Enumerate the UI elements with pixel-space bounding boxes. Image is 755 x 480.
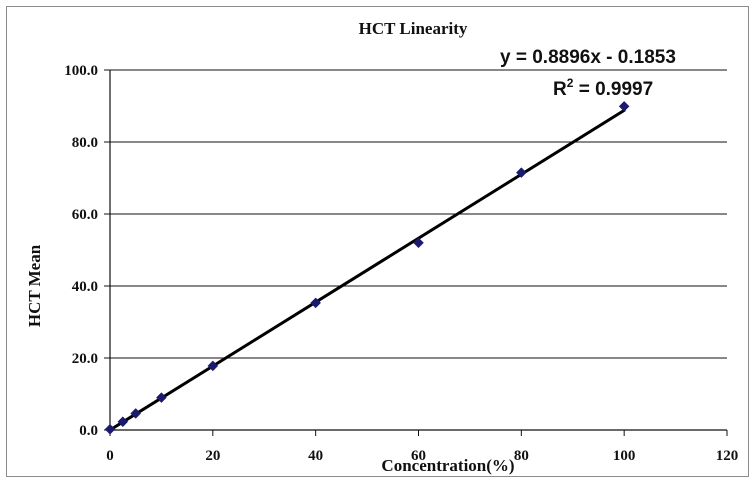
x-tick-label-1: 20	[205, 448, 220, 464]
axes	[104, 69, 728, 436]
data-point-2	[130, 408, 142, 419]
grid-lines	[110, 69, 727, 359]
data-point-3	[156, 392, 167, 403]
y-tick-label-4: 80.0	[72, 135, 98, 151]
data-point-1	[117, 416, 129, 428]
x-tick-label-5: 100	[613, 448, 636, 464]
x-tick-label-6: 120	[716, 448, 739, 464]
trendline	[108, 108, 626, 432]
x-tick-label-0: 0	[106, 448, 114, 464]
r-squared-symbol: R	[553, 79, 567, 100]
y-tick-label-5: 100.0	[64, 63, 98, 79]
data-point-6	[413, 237, 424, 249]
data-point-8	[618, 101, 630, 112]
trendline-layer	[108, 108, 626, 432]
r-squared-value: = 0.9997	[573, 79, 653, 100]
data-point-4	[207, 360, 219, 372]
tick-labels: 0.0 20.0 40.0 60.0 80.0 100.0 0 20 40 60 80 100 120	[64, 63, 738, 464]
y-axis-label: HCT Mean	[25, 244, 44, 327]
trendline-equation: y = 0.8896x - 0.1853	[500, 47, 676, 68]
x-tick-label-2: 40	[308, 448, 323, 464]
x-tick-label-3: 60	[411, 448, 426, 464]
r-squared-exponent: 2	[567, 76, 574, 90]
r-squared-annotation: R2 = 0.9997	[553, 76, 653, 100]
chart-border	[6, 6, 749, 477]
data-point-0	[104, 423, 116, 435]
data-point-7	[515, 167, 527, 178]
data-point-5	[310, 297, 322, 309]
y-tick-label-1: 20.0	[72, 351, 98, 367]
y-tick-label-3: 60.0	[72, 207, 98, 223]
chart-title: HCT Linearity	[359, 19, 468, 38]
y-tick-label-0: 0.0	[79, 423, 98, 439]
x-tick-label-4: 80	[514, 448, 529, 464]
x-axis-label: Concentration(%)	[381, 456, 514, 475]
y-tick-label-2: 40.0	[72, 279, 98, 295]
data-points	[104, 101, 630, 435]
